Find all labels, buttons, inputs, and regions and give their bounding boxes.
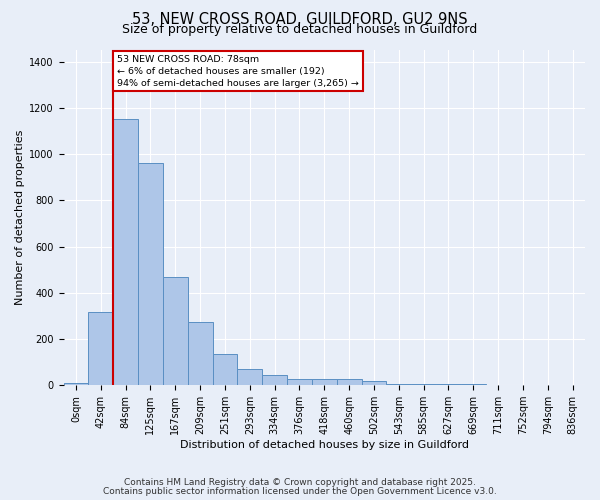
Text: Contains public sector information licensed under the Open Government Licence v3: Contains public sector information licen… (103, 487, 497, 496)
Bar (461, 384, 485, 385)
Bar (337, 380, 362, 385)
Bar (312, 380, 337, 385)
Text: Contains HM Land Registry data © Crown copyright and database right 2025.: Contains HM Land Registry data © Crown c… (124, 478, 476, 487)
Text: 53 NEW CROSS ROAD: 78sqm
← 6% of detached houses are smaller (192)
94% of semi-d: 53 NEW CROSS ROAD: 78sqm ← 6% of detache… (117, 55, 359, 88)
Bar (138, 164, 163, 385)
Bar (362, 380, 386, 385)
Bar (287, 380, 312, 385)
Text: Size of property relative to detached houses in Guildford: Size of property relative to detached ho… (122, 22, 478, 36)
Y-axis label: Number of detached properties: Number of detached properties (15, 130, 25, 306)
Bar (238, 369, 262, 385)
Bar (64, 383, 88, 385)
Bar (386, 384, 411, 385)
Bar (163, 276, 188, 385)
Bar (262, 375, 287, 385)
Bar (113, 120, 138, 385)
Bar (212, 354, 238, 385)
Text: 53, NEW CROSS ROAD, GUILDFORD, GU2 9NS: 53, NEW CROSS ROAD, GUILDFORD, GU2 9NS (132, 12, 468, 28)
Bar (411, 384, 436, 385)
Bar (88, 312, 113, 385)
X-axis label: Distribution of detached houses by size in Guildford: Distribution of detached houses by size … (180, 440, 469, 450)
Bar (436, 384, 461, 385)
Bar (188, 322, 212, 385)
